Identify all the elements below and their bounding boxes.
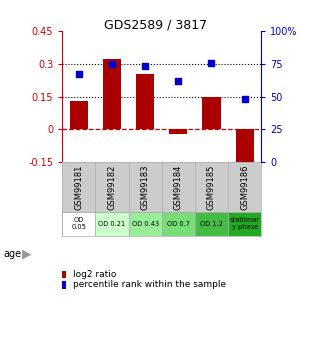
Bar [136,74,154,129]
Bar [103,59,121,129]
Text: OD
0.05: OD 0.05 [71,217,86,230]
Bar [70,101,88,129]
Text: OD 1.2: OD 1.2 [200,221,223,227]
Bar [195,212,228,236]
Point [143,64,148,69]
Bar [202,97,220,129]
Text: OD 0.21: OD 0.21 [98,221,126,227]
Bar [228,212,261,236]
Bar [169,129,188,134]
Text: GSM99186: GSM99186 [240,165,249,210]
Point [76,71,81,77]
Text: GSM99181: GSM99181 [74,165,83,210]
Bar [62,212,95,236]
Point [109,61,114,67]
Text: OD 0.7: OD 0.7 [167,221,190,227]
Text: OD 0.43: OD 0.43 [132,221,159,227]
Text: age: age [3,249,21,258]
Text: GSM99184: GSM99184 [174,165,183,210]
Bar [162,212,195,236]
Bar [128,212,162,236]
Text: log2 ratio: log2 ratio [73,270,116,279]
Text: ▶: ▶ [22,247,31,260]
Point [176,78,181,84]
Text: GSM99183: GSM99183 [141,165,150,210]
Text: GDS2589 / 3817: GDS2589 / 3817 [104,19,207,32]
Text: GSM99185: GSM99185 [207,165,216,210]
Text: stationar
y phase: stationar y phase [230,217,260,230]
Text: percentile rank within the sample: percentile rank within the sample [73,280,226,289]
Text: GSM99182: GSM99182 [108,165,116,210]
Bar [95,212,128,236]
Point [209,60,214,65]
Point [242,97,247,102]
Bar [235,129,254,170]
